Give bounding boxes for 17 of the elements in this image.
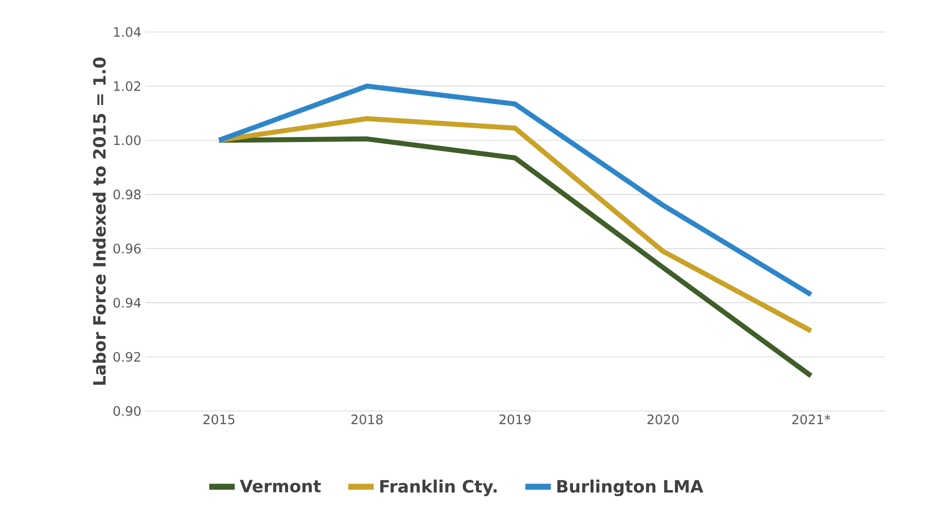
- y-tick-label: 1.00: [114, 135, 141, 146]
- legend-label: Franklin Cty.: [380, 480, 497, 496]
- x-tick-label: 2015: [203, 414, 234, 424]
- y-tick-label: 0.92: [114, 352, 140, 362]
- y-axis-title: Labor Force Indexed to 2015 = 1.0: [92, 57, 106, 385]
- y-tick-label: 0.98: [114, 190, 141, 200]
- legend-label: Burlington LMA: [557, 480, 704, 496]
- x-tick-label: 2019: [499, 414, 531, 424]
- y-tick-label: 0.94: [114, 298, 141, 308]
- y-tick-label: 0.96: [114, 244, 141, 254]
- x-tick-label: 2020: [647, 414, 679, 424]
- y-tick-label: 0.90: [114, 406, 141, 416]
- x-tick-label: 2018: [351, 414, 383, 424]
- y-tick-label: 1.04: [114, 27, 141, 37]
- legend-label: Vermont: [240, 480, 321, 492]
- x-tick-label: 2021*: [792, 414, 830, 424]
- y-tick-label: 1.02: [114, 81, 140, 92]
